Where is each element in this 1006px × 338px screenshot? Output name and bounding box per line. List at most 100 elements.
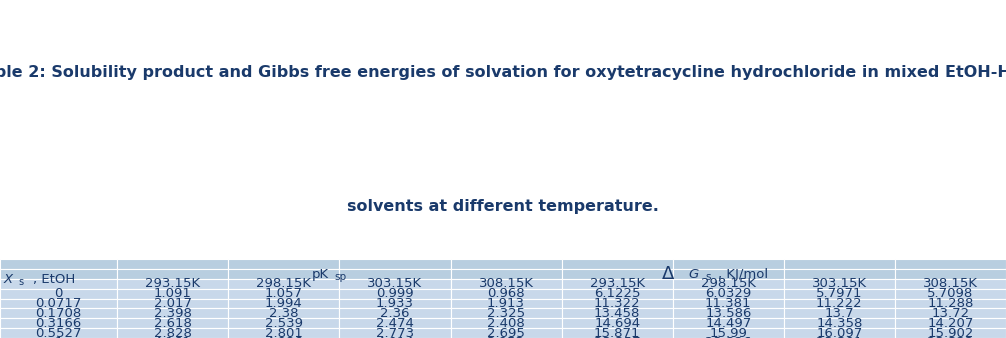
Text: 293.15K: 293.15K bbox=[590, 277, 645, 290]
Text: 23.301: 23.301 bbox=[816, 336, 862, 338]
Text: Δ: Δ bbox=[662, 265, 674, 283]
Text: X: X bbox=[3, 273, 13, 286]
Bar bbox=[118, 318, 228, 328]
Bar bbox=[561, 259, 673, 269]
Text: 2.398: 2.398 bbox=[154, 307, 192, 320]
Bar bbox=[0, 279, 118, 289]
Bar bbox=[784, 269, 895, 279]
Bar bbox=[339, 298, 451, 309]
Text: 23.322: 23.322 bbox=[928, 336, 974, 338]
Bar bbox=[228, 328, 339, 338]
Bar bbox=[228, 259, 339, 269]
Bar bbox=[895, 328, 1006, 338]
Bar bbox=[0, 309, 118, 318]
Text: , EtOH: , EtOH bbox=[33, 273, 75, 286]
Text: 1: 1 bbox=[54, 336, 62, 338]
Text: 6.1225: 6.1225 bbox=[594, 287, 641, 300]
Text: 0.5527: 0.5527 bbox=[35, 327, 81, 338]
Bar bbox=[784, 298, 895, 309]
Bar bbox=[673, 259, 784, 269]
Text: 13.458: 13.458 bbox=[594, 307, 641, 320]
Bar bbox=[451, 318, 561, 328]
Text: Table 2: Solubility product and Gibbs free energies of solvation for oxytetracyc: Table 2: Solubility product and Gibbs fr… bbox=[0, 65, 1006, 80]
Bar bbox=[784, 289, 895, 298]
Text: s: s bbox=[18, 277, 24, 287]
Bar bbox=[118, 309, 228, 318]
Bar bbox=[228, 279, 339, 289]
Bar bbox=[673, 269, 784, 279]
Bar bbox=[339, 318, 451, 328]
Bar bbox=[561, 309, 673, 318]
Text: 13.72: 13.72 bbox=[932, 307, 970, 320]
Text: 14.207: 14.207 bbox=[928, 317, 974, 330]
Text: 5.7098: 5.7098 bbox=[928, 287, 974, 300]
Bar bbox=[673, 289, 784, 298]
Bar bbox=[561, 318, 673, 328]
Bar bbox=[451, 309, 561, 318]
Bar bbox=[561, 289, 673, 298]
Text: 298.15K: 298.15K bbox=[257, 277, 312, 290]
Text: 3.953: 3.953 bbox=[487, 336, 525, 338]
Text: 2.325: 2.325 bbox=[487, 307, 525, 320]
Bar bbox=[0, 259, 118, 269]
Bar bbox=[118, 328, 228, 338]
Text: 1.933: 1.933 bbox=[376, 297, 413, 310]
Bar bbox=[339, 289, 451, 298]
Bar bbox=[228, 318, 339, 328]
Bar bbox=[451, 298, 561, 309]
Bar bbox=[118, 259, 228, 269]
Bar bbox=[895, 309, 1006, 318]
Text: 308.15K: 308.15K bbox=[923, 277, 978, 290]
Text: 303.15K: 303.15K bbox=[367, 277, 423, 290]
Bar bbox=[895, 259, 1006, 269]
Bar bbox=[895, 298, 1006, 309]
Bar bbox=[0, 269, 118, 279]
Text: 5.7971: 5.7971 bbox=[816, 287, 862, 300]
Text: 2.801: 2.801 bbox=[265, 327, 303, 338]
Text: 0.3166: 0.3166 bbox=[35, 317, 81, 330]
Text: 13.586: 13.586 bbox=[705, 307, 751, 320]
Bar bbox=[0, 298, 118, 309]
Bar bbox=[118, 279, 228, 289]
Bar bbox=[673, 279, 784, 289]
Text: 1.091: 1.091 bbox=[154, 287, 192, 300]
Text: 6.0329: 6.0329 bbox=[705, 287, 751, 300]
Text: 11.381: 11.381 bbox=[705, 297, 751, 310]
Bar bbox=[228, 269, 339, 279]
Bar bbox=[228, 298, 339, 309]
Bar bbox=[0, 328, 118, 338]
Text: 2.695: 2.695 bbox=[487, 327, 525, 338]
Text: 2.539: 2.539 bbox=[265, 317, 303, 330]
Bar bbox=[673, 309, 784, 318]
Bar bbox=[451, 328, 561, 338]
Text: 2.36: 2.36 bbox=[380, 307, 409, 320]
Text: 2.408: 2.408 bbox=[487, 317, 525, 330]
Text: sp: sp bbox=[334, 272, 346, 282]
Bar bbox=[784, 328, 895, 338]
Text: 13.7: 13.7 bbox=[825, 307, 854, 320]
Text: 298.15K: 298.15K bbox=[701, 277, 756, 290]
Bar bbox=[339, 309, 451, 318]
Text: solvents at different temperature.: solvents at different temperature. bbox=[347, 199, 659, 214]
Bar bbox=[118, 298, 228, 309]
Text: 11.322: 11.322 bbox=[594, 297, 641, 310]
Bar bbox=[895, 279, 1006, 289]
Bar bbox=[895, 289, 1006, 298]
Text: 2.017: 2.017 bbox=[154, 297, 192, 310]
Text: 0.999: 0.999 bbox=[376, 287, 413, 300]
Text: 14.694: 14.694 bbox=[595, 317, 640, 330]
Bar bbox=[784, 279, 895, 289]
Text: 0.0717: 0.0717 bbox=[35, 297, 81, 310]
Bar bbox=[228, 309, 339, 318]
Text: 293.15K: 293.15K bbox=[145, 277, 200, 290]
Bar bbox=[339, 328, 451, 338]
Text: 303.15K: 303.15K bbox=[812, 277, 867, 290]
Text: 14.497: 14.497 bbox=[705, 317, 751, 330]
Text: 1.057: 1.057 bbox=[265, 287, 303, 300]
Bar bbox=[0, 289, 118, 298]
Text: 2.474: 2.474 bbox=[376, 317, 413, 330]
Text: 15.902: 15.902 bbox=[928, 327, 974, 338]
Bar bbox=[451, 279, 561, 289]
Bar bbox=[895, 318, 1006, 328]
Text: 15.871: 15.871 bbox=[594, 327, 641, 338]
